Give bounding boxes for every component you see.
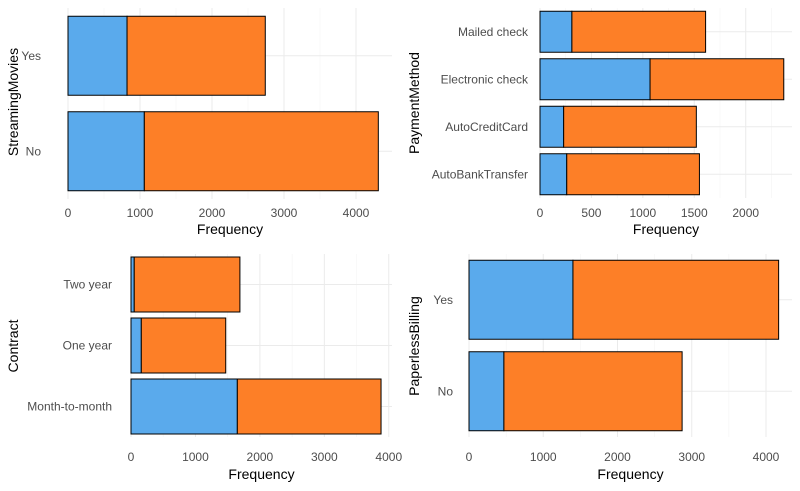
bar-electronic-check-segment-2 (649, 58, 785, 101)
x-tick-label: 0 (128, 450, 135, 464)
x-tick-label: 3000 (311, 450, 338, 464)
x-axis-title: Frequency (597, 466, 663, 482)
category-label-autobanktransfer: AutoBankTransfer (432, 167, 528, 181)
y-axis-title: PaymentMethod (406, 52, 422, 154)
x-tick-label: 4000 (753, 450, 780, 464)
bar-no-segment-2 (503, 351, 683, 432)
x-tick-label: 1500 (681, 206, 708, 220)
bar-mailed-check-segment-1 (539, 10, 573, 53)
bar-no-segment-1 (468, 351, 505, 432)
bar-no-segment-2 (143, 111, 379, 192)
category-label-mailed-check: Mailed check (458, 25, 529, 39)
bar-month-to-month-segment-2 (236, 378, 382, 435)
x-tick-label: 4000 (375, 450, 402, 464)
category-label-no: No (26, 144, 42, 158)
bar-month-to-month-segment-1 (130, 378, 238, 435)
x-tick-label: 1000 (182, 450, 209, 464)
category-label-no: No (438, 384, 454, 398)
x-tick-label: 1000 (530, 450, 557, 464)
x-tick-label: 0 (537, 206, 544, 220)
x-tick-label: 2000 (732, 206, 759, 220)
category-label-yes: Yes (21, 49, 41, 63)
panel-streamingmovies: No Yes 0 1000 2000 3000 4000 Frequency Streaming… (5, 8, 392, 237)
x-tick-label: 4000 (343, 206, 370, 220)
bar-yes-segment-2 (126, 15, 266, 96)
bar-yes-segment-2 (572, 259, 780, 340)
bar-autobanktransfer-segment-2 (566, 153, 700, 196)
bar-one-year-segment-1 (130, 317, 142, 374)
category-label-electronic-check: Electronic check (441, 72, 529, 86)
category-label-yes: Yes (433, 293, 453, 307)
bar-autobanktransfer-segment-1 (539, 153, 568, 196)
x-tick-label: 3000 (271, 206, 298, 220)
category-label-one-year: One year (63, 339, 112, 353)
category-label-autocreditcard: AutoCreditCard (445, 120, 528, 134)
bar-two-year-segment-2 (133, 256, 241, 313)
panel-paymentmethod: AutoBankTransfer AutoCreditCard Electronic… (406, 8, 792, 237)
x-tick-label: 3000 (678, 450, 705, 464)
bar-yes-segment-1 (468, 259, 574, 340)
x-tick-label: 500 (581, 206, 601, 220)
bar-mailed-check-segment-2 (571, 10, 707, 53)
x-tick-label: 2000 (199, 206, 226, 220)
panel-contract: Month-to-month One year Two year 0 1000 2000 3… (5, 254, 402, 482)
y-axis-title: Contract (5, 319, 21, 372)
x-axis-title: Frequency (197, 221, 263, 237)
panel-paperlessbilling: No Yes 0 1000 2000 3000 4000 Frequency Paperless… (406, 254, 792, 482)
bar-electronic-check-segment-1 (539, 58, 651, 101)
bar-yes-segment-1 (67, 15, 128, 96)
category-label-two-year: Two year (63, 278, 112, 292)
category-label-month-to-month: Month-to-month (27, 400, 112, 414)
bar-one-year-segment-2 (140, 317, 227, 374)
x-axis-title: Frequency (633, 221, 699, 237)
x-tick-label: 2000 (247, 450, 274, 464)
x-tick-label: 2000 (604, 450, 631, 464)
y-axis-title: StreamingMovies (5, 48, 21, 156)
x-tick-label: 0 (466, 450, 473, 464)
bar-autocreditcard-segment-1 (539, 105, 565, 148)
x-axis-title: Frequency (228, 466, 294, 482)
y-axis-title: PaperlessBilling (406, 296, 422, 396)
x-tick-label: 1000 (127, 206, 154, 220)
bar-no-segment-1 (67, 111, 145, 192)
x-tick-label: 1000 (630, 206, 657, 220)
x-tick-label: 0 (65, 206, 72, 220)
bar-autocreditcard-segment-2 (563, 105, 697, 148)
